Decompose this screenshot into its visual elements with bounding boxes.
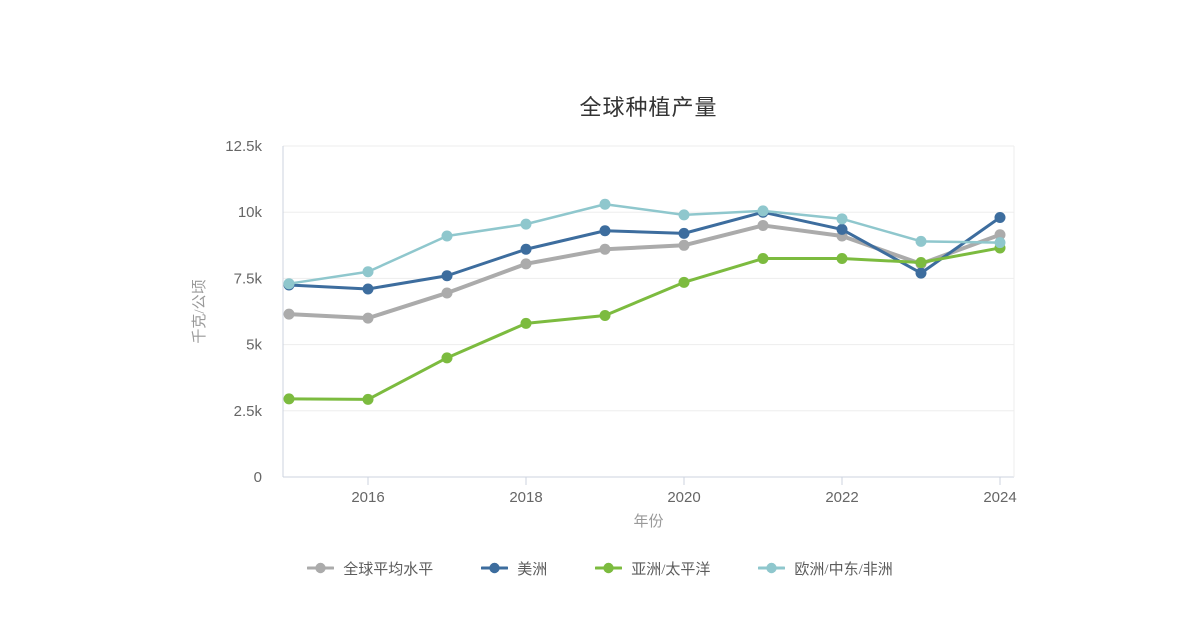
data-point[interactable] bbox=[678, 276, 690, 288]
data-point[interactable] bbox=[520, 317, 532, 329]
data-point[interactable] bbox=[836, 223, 848, 235]
data-point[interactable] bbox=[520, 243, 532, 255]
data-point[interactable] bbox=[836, 253, 848, 265]
x-tick-label: 2022 bbox=[825, 489, 858, 506]
data-point[interactable] bbox=[362, 266, 374, 278]
data-point[interactable] bbox=[994, 237, 1006, 249]
line-marker-icon bbox=[307, 562, 335, 574]
legend-item-global-average[interactable]: 全球平均水平 bbox=[307, 558, 433, 579]
data-point[interactable] bbox=[520, 218, 532, 230]
data-point[interactable] bbox=[678, 239, 690, 251]
y-tick-label: 7.5k bbox=[234, 270, 263, 287]
y-tick-label: 5k bbox=[246, 337, 262, 354]
legend-item-emea[interactable]: 欧洲/中东/非洲 bbox=[758, 558, 893, 579]
data-point[interactable] bbox=[362, 393, 374, 405]
series-line-0 bbox=[287, 223, 1002, 321]
line-marker-icon bbox=[595, 562, 623, 574]
data-point[interactable] bbox=[836, 213, 848, 225]
legend-label: 全球平均水平 bbox=[343, 561, 434, 578]
data-point[interactable] bbox=[915, 267, 927, 279]
y-axis-labels: 0 2.5k 5k 7.5k 10k 12.5k bbox=[225, 138, 262, 486]
data-point[interactable] bbox=[915, 235, 927, 247]
data-point[interactable] bbox=[441, 352, 453, 364]
data-point[interactable] bbox=[915, 257, 927, 269]
line-marker-icon bbox=[481, 562, 509, 574]
data-point[interactable] bbox=[757, 253, 769, 265]
y-tick-label: 12.5k bbox=[225, 138, 262, 155]
legend-label: 亚洲/太平洋 bbox=[631, 561, 711, 578]
series-line-2 bbox=[287, 246, 1002, 401]
x-axis-title: 年份 bbox=[633, 513, 663, 530]
data-point[interactable] bbox=[599, 225, 611, 237]
legend-label: 欧洲/中东/非洲 bbox=[794, 561, 893, 578]
data-point[interactable] bbox=[599, 198, 611, 210]
line-marker-icon bbox=[758, 562, 786, 574]
x-tick-label: 2024 bbox=[983, 489, 1016, 506]
series-1 bbox=[283, 206, 1006, 295]
data-point[interactable] bbox=[757, 205, 769, 217]
data-point[interactable] bbox=[283, 308, 295, 320]
y-axis-title: 千克/公顷 bbox=[191, 279, 208, 343]
data-point[interactable] bbox=[599, 243, 611, 255]
x-tick-label: 2020 bbox=[667, 489, 700, 506]
data-point[interactable] bbox=[362, 283, 374, 295]
data-point[interactable] bbox=[520, 258, 532, 270]
chart-title: 全球种植产量 bbox=[579, 95, 718, 120]
data-point[interactable] bbox=[678, 209, 690, 221]
series-2 bbox=[283, 242, 1006, 405]
grid-lines bbox=[282, 145, 1015, 478]
legend-item-americas[interactable]: 美洲 bbox=[481, 558, 547, 579]
series-3 bbox=[283, 198, 1006, 290]
x-tick-label: 2018 bbox=[509, 489, 542, 506]
y-tick-label: 10k bbox=[238, 204, 263, 221]
data-point[interactable] bbox=[994, 229, 1006, 241]
data-point[interactable] bbox=[441, 230, 453, 242]
data-point[interactable] bbox=[441, 270, 453, 282]
data-point[interactable] bbox=[757, 219, 769, 231]
data-point[interactable] bbox=[678, 227, 690, 239]
legend: 全球平均水平 美洲 亚洲/太平洋 欧洲/中东/非洲 bbox=[0, 555, 1200, 581]
data-point[interactable] bbox=[283, 393, 295, 405]
data-point[interactable] bbox=[283, 278, 295, 290]
y-tick-label: 2.5k bbox=[234, 403, 263, 420]
x-axis-labels: 2016 2018 2020 2022 2024 bbox=[351, 477, 1017, 506]
data-point[interactable] bbox=[599, 309, 611, 321]
series-line-1 bbox=[287, 210, 1002, 291]
legend-label: 美洲 bbox=[517, 561, 548, 578]
data-point[interactable] bbox=[441, 287, 453, 299]
x-tick-label: 2016 bbox=[351, 489, 384, 506]
series-line-3 bbox=[287, 203, 1002, 285]
y-tick-label: 0 bbox=[254, 469, 262, 486]
data-point[interactable] bbox=[362, 312, 374, 324]
data-point[interactable] bbox=[994, 211, 1006, 223]
legend-item-asia-pacific[interactable]: 亚洲/太平洋 bbox=[595, 558, 710, 579]
